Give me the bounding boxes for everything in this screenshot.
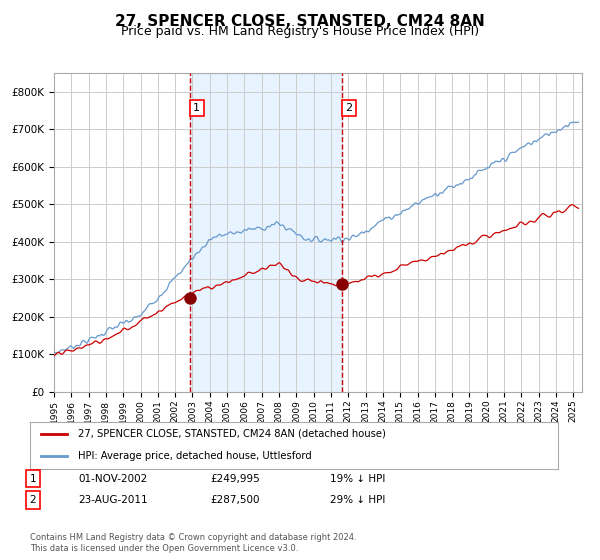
Text: 23-AUG-2011: 23-AUG-2011 bbox=[78, 495, 148, 505]
Text: 27, SPENCER CLOSE, STANSTED, CM24 8AN (detached house): 27, SPENCER CLOSE, STANSTED, CM24 8AN (d… bbox=[77, 428, 385, 438]
Bar bbox=[190, 73, 342, 392]
Text: 2: 2 bbox=[346, 103, 353, 113]
Text: 1: 1 bbox=[29, 474, 37, 484]
Text: 1: 1 bbox=[193, 103, 200, 113]
Text: 19% ↓ HPI: 19% ↓ HPI bbox=[330, 474, 385, 484]
Text: 29% ↓ HPI: 29% ↓ HPI bbox=[330, 495, 385, 505]
Text: £287,500: £287,500 bbox=[210, 495, 260, 505]
Text: 27, SPENCER CLOSE, STANSTED, CM24 8AN: 27, SPENCER CLOSE, STANSTED, CM24 8AN bbox=[115, 14, 485, 29]
Text: 2: 2 bbox=[29, 495, 37, 505]
Text: HPI: Average price, detached house, Uttlesford: HPI: Average price, detached house, Uttl… bbox=[77, 451, 311, 461]
Text: Contains HM Land Registry data © Crown copyright and database right 2024.
This d: Contains HM Land Registry data © Crown c… bbox=[30, 533, 356, 553]
Text: £249,995: £249,995 bbox=[210, 474, 260, 484]
Text: Price paid vs. HM Land Registry's House Price Index (HPI): Price paid vs. HM Land Registry's House … bbox=[121, 25, 479, 38]
Text: 01-NOV-2002: 01-NOV-2002 bbox=[78, 474, 147, 484]
